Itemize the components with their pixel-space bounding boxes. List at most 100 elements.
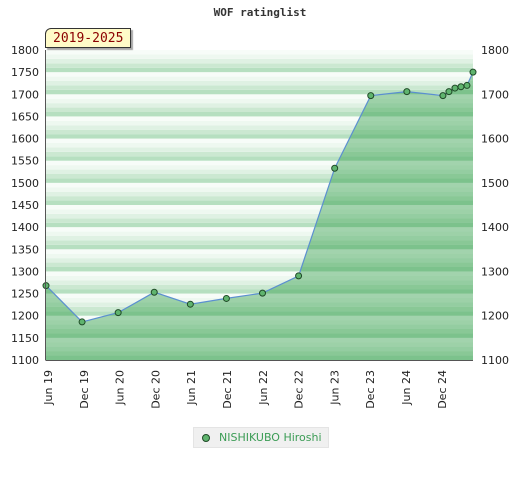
- background-band: [46, 89, 473, 95]
- background-band: [46, 324, 473, 329]
- y-tick-label-left: 1800: [11, 44, 39, 57]
- background-band: [46, 355, 473, 360]
- background-band: [46, 249, 473, 254]
- background-band: [46, 50, 473, 55]
- background-band: [46, 94, 473, 99]
- background-band: [46, 236, 473, 241]
- x-tick-label: Jun 21: [185, 370, 198, 406]
- x-tick-label: Jun 19: [42, 370, 55, 406]
- legend-series-label: NISHIKUBO Hiroshi: [219, 431, 322, 444]
- background-band: [46, 98, 473, 104]
- background-band: [46, 205, 473, 210]
- x-tick-label: Dec 23: [364, 370, 377, 409]
- y-tick-label-left: 1250: [11, 288, 39, 301]
- chart-title: WOF ratinglist: [213, 6, 307, 19]
- y-tick-label-left: 1450: [11, 199, 39, 212]
- axes: [45, 50, 473, 361]
- background-band: [46, 151, 473, 157]
- y-tick-label-left: 1700: [11, 88, 39, 101]
- data-points: [42, 68, 477, 326]
- y-tick-label-right: 1300: [481, 265, 509, 278]
- background-band: [46, 306, 473, 312]
- y-tick-label-left: 1100: [11, 354, 39, 367]
- series-area: [46, 72, 473, 360]
- data-point: [463, 81, 471, 89]
- data-point: [295, 272, 303, 280]
- y-tick-label-left: 1500: [11, 177, 39, 190]
- y-tick-label-left: 1150: [11, 332, 39, 345]
- background-band: [46, 143, 473, 148]
- y-tick-label-right: 1400: [481, 221, 509, 234]
- x-tick-label: Jun 23: [328, 370, 341, 406]
- background-band: [46, 280, 473, 285]
- background-band: [46, 191, 473, 197]
- data-area: [46, 72, 473, 360]
- background-band: [46, 76, 473, 81]
- background-band: [46, 187, 473, 192]
- y-tick-label-right: 1700: [481, 88, 509, 101]
- background-band: [46, 298, 473, 303]
- background-band: [46, 337, 473, 343]
- background-band: [46, 116, 473, 121]
- data-point: [78, 318, 86, 326]
- background-band: [46, 196, 473, 201]
- background-band: [46, 120, 473, 126]
- period-badge: 2019-2025: [45, 28, 132, 48]
- x-tick-label: Jun 24: [400, 370, 413, 406]
- y-tick-label-left: 1600: [11, 133, 39, 146]
- background-band: [46, 253, 473, 259]
- legend[interactable]: NISHIKUBO Hiroshi: [193, 427, 329, 448]
- y-tick-label-left: 1550: [11, 155, 39, 168]
- data-point: [114, 309, 122, 317]
- background-band: [46, 169, 473, 174]
- background-band: [46, 138, 473, 143]
- background-band: [46, 346, 473, 352]
- background-band: [46, 329, 473, 334]
- data-point: [469, 68, 477, 76]
- background-band: [46, 209, 473, 214]
- y-tick-label-left: 1750: [11, 66, 39, 79]
- background-band: [46, 63, 473, 68]
- data-point: [367, 92, 375, 100]
- y-tick-label-left: 1650: [11, 110, 39, 123]
- y-tick-label-right: 1100: [481, 354, 509, 367]
- background-band: [46, 58, 473, 64]
- background-band: [46, 227, 473, 232]
- background-band: [46, 213, 473, 219]
- background-band: [46, 174, 473, 179]
- background-band: [46, 147, 473, 152]
- x-tick-label: Dec 19: [78, 370, 91, 409]
- background-band: [46, 165, 473, 170]
- background-band: [46, 342, 473, 347]
- background-band: [46, 271, 473, 276]
- background-band: [46, 302, 473, 307]
- background-band: [46, 112, 473, 117]
- y-axis-left-ticks: 1100 1150 1200 1250 1300 1350 1400 1450 1500 1550…: [11, 44, 39, 367]
- y-tick-label-left: 1400: [11, 221, 39, 234]
- x-tick-label: Dec 22: [293, 370, 306, 409]
- y-tick-label-left: 1350: [11, 243, 39, 256]
- y-tick-label-left: 1300: [11, 265, 39, 278]
- background-band: [46, 240, 473, 245]
- background-band: [46, 222, 473, 228]
- background-band: [46, 315, 473, 321]
- data-point: [259, 289, 267, 297]
- background-band: [46, 81, 473, 86]
- background-band: [46, 320, 473, 325]
- background-band: [46, 125, 473, 130]
- y-tick-label-right: 1200: [481, 310, 509, 323]
- background-band: [46, 103, 473, 108]
- background-band: [46, 134, 473, 139]
- y-axis-right-ticks: 1100 1200 1300 1400 1500 1600 1700 1800: [481, 44, 509, 367]
- background-band: [46, 231, 473, 236]
- background-band: [46, 129, 473, 135]
- data-point: [186, 300, 194, 308]
- x-tick-label: Dec 21: [221, 370, 234, 409]
- x-axis-ticks: Jun 19 Dec 19 Jun 20 Dec 20 Jun 21 Dec 21 Jun …: [42, 370, 449, 409]
- background-band: [46, 85, 473, 90]
- y-tick-label-right: 1800: [481, 44, 509, 57]
- y-tick-label-left: 1200: [11, 310, 39, 323]
- background-band: [46, 275, 473, 281]
- data-point: [457, 83, 465, 91]
